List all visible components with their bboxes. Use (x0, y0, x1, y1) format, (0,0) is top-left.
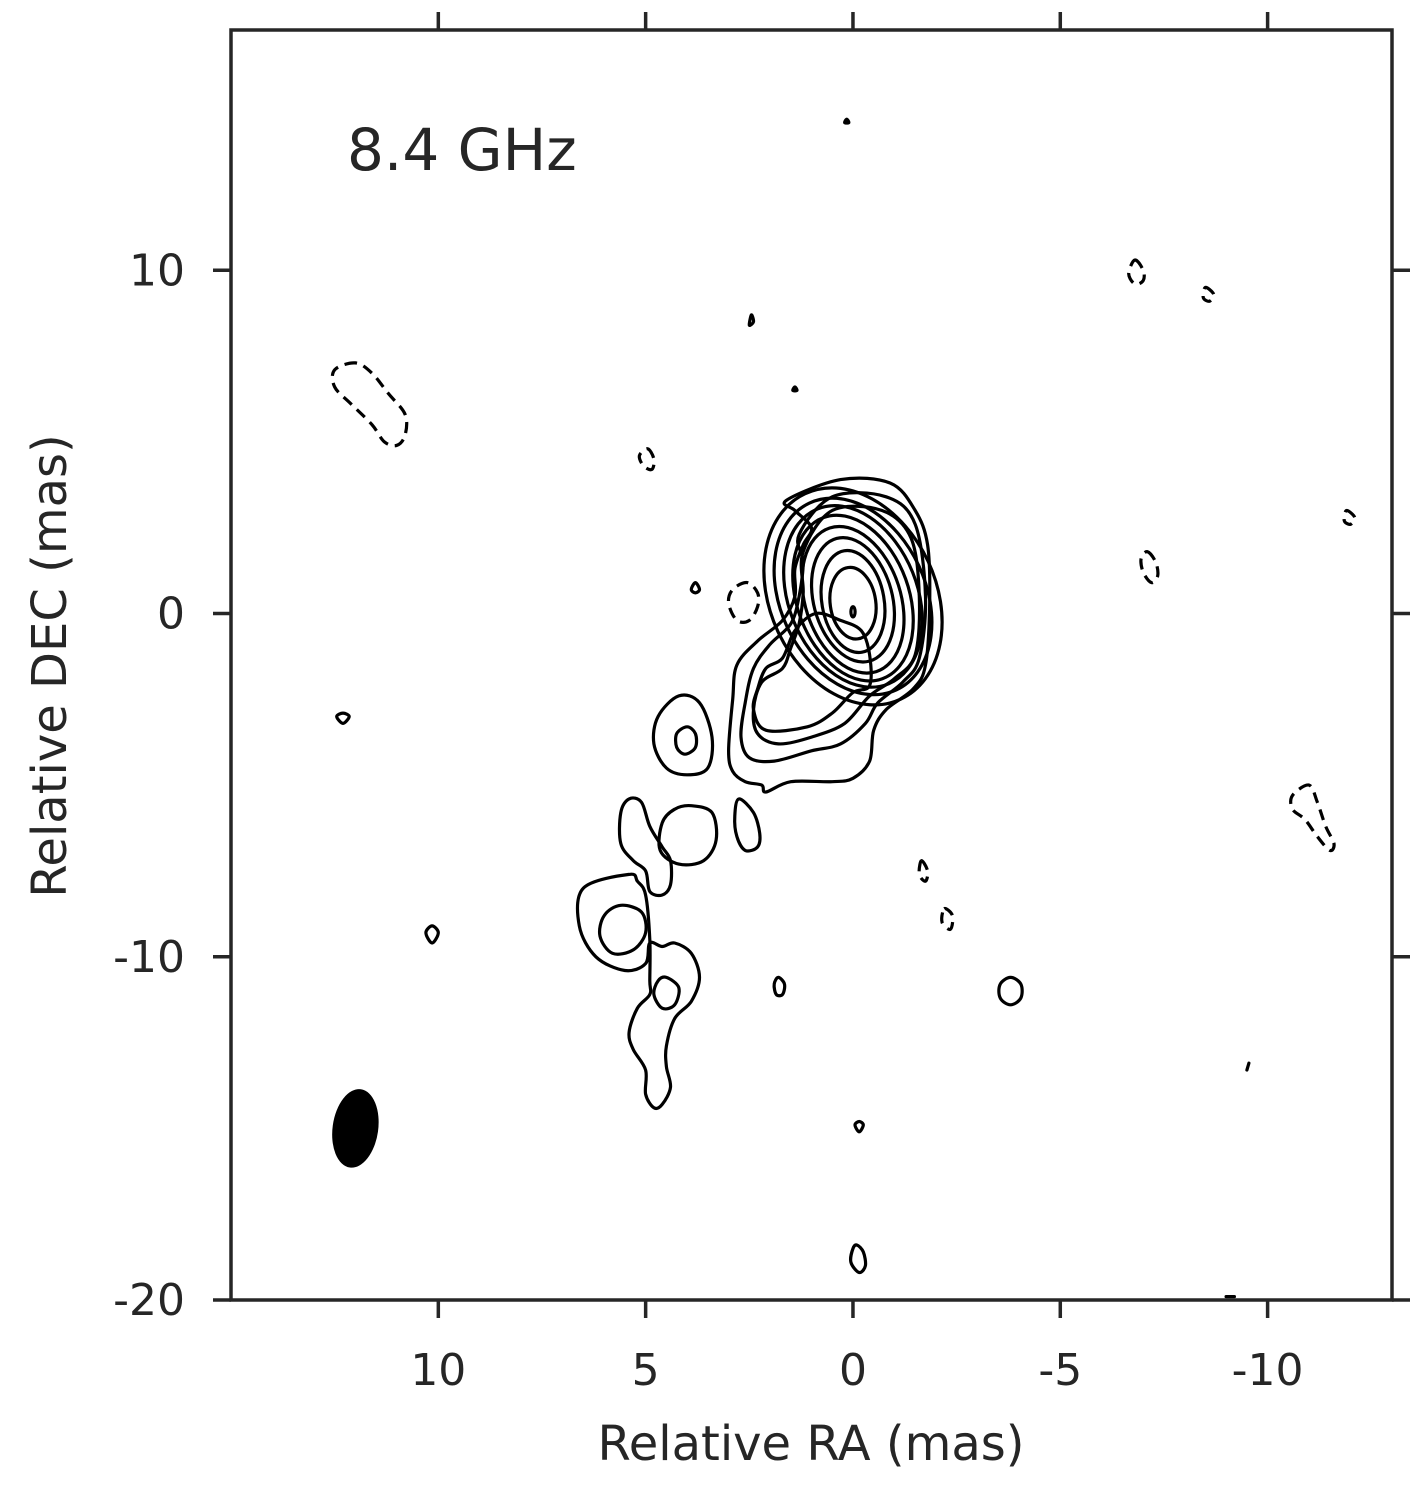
contour-positive-0 (727, 476, 932, 794)
contour-positive-22 (1245, 1061, 1251, 1072)
x-tick-label: 5 (632, 1345, 660, 1396)
x-tick-label: 10 (410, 1345, 466, 1396)
core-contour-level-7 (828, 565, 878, 641)
y-axis-label: Relative DEC (mas) (22, 434, 78, 898)
core-contour-level-1 (772, 496, 934, 697)
beam-ellipse (332, 1089, 379, 1168)
contour-positive-8 (617, 796, 674, 898)
contour-positive-17 (424, 924, 440, 945)
core-contour-level-3 (791, 513, 915, 683)
contour-negative-8 (917, 859, 930, 883)
contour-positive-4 (651, 693, 715, 777)
contour-negative-3 (1139, 550, 1160, 585)
frequency-annotation: 8.4 GHz (347, 116, 577, 184)
x-tick-label: -10 (1232, 1345, 1304, 1396)
beam-layer (332, 1089, 379, 1168)
contour-positive-21 (747, 313, 756, 328)
contour-negative-7 (1342, 508, 1357, 526)
core-contour-level-0 (762, 486, 944, 707)
contour-negative-4 (1127, 258, 1146, 286)
axis-ticks: 10 5 0 -5 -10 10 0 -10 -20 (113, 12, 1410, 1396)
x-tick-label: 0 (839, 1345, 867, 1396)
contour-positive-20 (689, 581, 702, 595)
contour-positive-3 (751, 611, 873, 733)
core-contour-level-4 (800, 524, 906, 675)
contour-negative-2 (726, 580, 761, 624)
contour-positive-12 (772, 975, 787, 998)
contour-positive-14 (849, 1243, 868, 1275)
contour-positive-10 (597, 903, 648, 956)
contour-layer (330, 117, 1357, 1299)
core-contour-level-6 (819, 548, 887, 655)
x-tick-label: -5 (1038, 1345, 1082, 1396)
contour-positive-16 (335, 711, 351, 725)
y-tick-label: 10 (129, 245, 185, 296)
contour-positive-1 (739, 491, 928, 764)
contour-positive-19 (843, 117, 851, 125)
contour-positive-13 (997, 975, 1024, 1007)
contour-negative-0 (330, 361, 409, 448)
contour-positive-9 (575, 872, 702, 1111)
contour-negative-5 (1201, 285, 1216, 303)
contour-negative-1 (1289, 783, 1336, 853)
x-axis-label: Relative RA (mas) (598, 1416, 1025, 1472)
contour-positive-7 (657, 803, 719, 867)
contour-negative-6 (637, 447, 656, 472)
y-tick-label: -20 (113, 1275, 185, 1326)
contour-positive-2 (751, 504, 922, 746)
contour-positive-18 (791, 385, 799, 393)
contour-positive-5 (673, 725, 699, 756)
plot-frame (229, 28, 1394, 1302)
contour-positive-11 (652, 975, 681, 1011)
core-contour-level-5 (809, 536, 897, 664)
contour-positive-6 (733, 797, 762, 853)
contour-positive-15 (853, 1119, 865, 1134)
y-tick-label: -10 (113, 932, 185, 983)
core-contour-level-8 (849, 605, 857, 619)
core-contour-level-2 (782, 504, 924, 689)
y-tick-label: 0 (157, 589, 185, 640)
contour-negative-9 (940, 906, 955, 932)
